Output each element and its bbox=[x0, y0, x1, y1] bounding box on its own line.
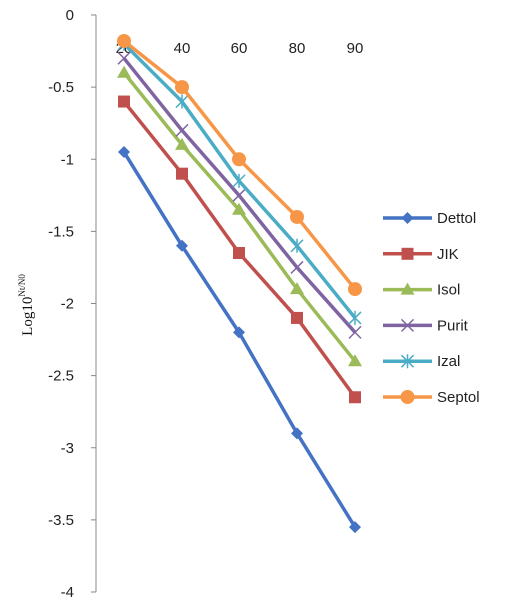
legend-label: Dettol bbox=[437, 210, 476, 227]
y-axis-title-main: Log10 bbox=[20, 297, 36, 336]
legend-label: Purit bbox=[437, 317, 469, 334]
data-point bbox=[348, 354, 362, 367]
data-point bbox=[233, 326, 245, 339]
data-point bbox=[175, 94, 189, 109]
data-point bbox=[176, 167, 188, 180]
y-tick-label: -3.5 bbox=[48, 512, 74, 529]
data-point bbox=[290, 209, 304, 224]
y-tick-label: -1 bbox=[61, 151, 74, 168]
series-isol bbox=[117, 65, 362, 367]
legend-label: JIK bbox=[437, 246, 459, 263]
data-point bbox=[233, 247, 245, 260]
data-point bbox=[348, 282, 362, 297]
data-point bbox=[117, 33, 131, 48]
legend-item-dettol: Dettol bbox=[383, 210, 476, 227]
series-lines bbox=[117, 33, 362, 534]
data-point bbox=[175, 137, 189, 150]
y-tick-label: -1.5 bbox=[48, 223, 74, 240]
data-point bbox=[176, 239, 188, 252]
series-line bbox=[122, 71, 357, 363]
data-point bbox=[175, 123, 189, 137]
legend-marker bbox=[401, 212, 414, 224]
data-point bbox=[232, 173, 246, 188]
legend-item-jik: JIK bbox=[383, 246, 459, 263]
y-tick-label: -0.5 bbox=[48, 79, 74, 96]
data-point bbox=[291, 311, 303, 324]
legend: Dettol JIK Isol Purit Izal Septol bbox=[383, 210, 480, 406]
x-tick-label: 40 bbox=[174, 40, 191, 57]
data-point bbox=[348, 310, 362, 325]
legend-item-purit: Purit bbox=[383, 317, 469, 334]
data-point bbox=[291, 427, 303, 440]
y-axis: 0 -0.5 -1 -1.5 -2 -2.5 -3 -3.5 -4 bbox=[48, 7, 97, 601]
data-point bbox=[348, 325, 362, 339]
legend-marker bbox=[400, 354, 415, 369]
data-point bbox=[118, 95, 130, 108]
legend-marker bbox=[400, 390, 415, 404]
legend-label: Izal bbox=[437, 353, 460, 370]
series-izal bbox=[117, 36, 362, 325]
data-point bbox=[175, 80, 189, 95]
legend-item-septol: Septol bbox=[383, 389, 480, 406]
data-point bbox=[118, 146, 130, 159]
legend-item-isol: Isol bbox=[383, 282, 460, 299]
y-axis-title-sup: Nt/N0 bbox=[17, 274, 27, 297]
data-point bbox=[290, 282, 304, 295]
y-tick-label: -2.5 bbox=[48, 368, 74, 385]
legend-item-izal: Izal bbox=[383, 353, 460, 370]
data-point bbox=[290, 260, 304, 274]
data-point bbox=[232, 188, 246, 202]
data-point bbox=[349, 521, 361, 534]
data-point bbox=[232, 152, 246, 167]
data-point bbox=[290, 238, 304, 253]
x-tick-label: 60 bbox=[231, 40, 248, 57]
data-point bbox=[117, 51, 131, 65]
legend-label: Isol bbox=[437, 282, 460, 299]
series-jik bbox=[118, 95, 361, 404]
data-point bbox=[349, 391, 361, 404]
legend-label: Septol bbox=[437, 389, 480, 406]
y-tick-label: -2 bbox=[61, 296, 74, 313]
y-tick-label: -3 bbox=[61, 440, 74, 457]
y-axis-title: Log10Nt/N0 bbox=[17, 274, 36, 336]
x-tick-label: 90 bbox=[347, 40, 364, 57]
x-tick-label: 80 bbox=[289, 40, 306, 57]
legend-marker bbox=[400, 282, 415, 295]
data-point bbox=[117, 65, 131, 78]
series-septol bbox=[117, 33, 362, 297]
series-purit bbox=[117, 51, 362, 339]
svg-text:Log10Nt/N0: Log10Nt/N0 bbox=[17, 274, 36, 336]
data-point bbox=[232, 202, 246, 215]
legend-marker bbox=[400, 318, 415, 332]
y-tick-label: 0 bbox=[66, 7, 74, 24]
series-dettol bbox=[118, 146, 361, 534]
legend-marker bbox=[401, 247, 414, 260]
y-tick-label: -4 bbox=[61, 584, 74, 601]
x-axis-ticks: 20 40 60 80 90 bbox=[116, 40, 364, 57]
